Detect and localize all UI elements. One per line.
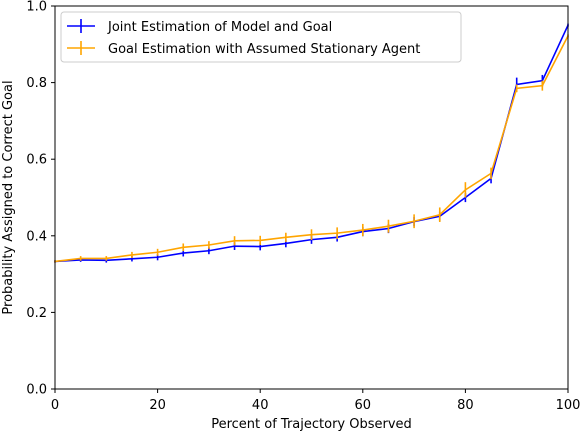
x-axis-label: Percent of Trajectory Observed	[211, 417, 412, 432]
x-tick-label: 20	[149, 398, 166, 413]
legend: Joint Estimation of Model and Goal Goal E…	[60, 11, 462, 63]
y-tick-label: 0.0	[26, 383, 47, 398]
x-tick-label: 0	[51, 398, 59, 413]
y-tick-label: 0.6	[26, 153, 47, 168]
x-tick-label: 40	[252, 398, 269, 413]
plot-marks	[54, 23, 569, 263]
y-axis-label: Probability Assigned to Correct Goal	[1, 80, 16, 314]
y-tick-label: 0.8	[26, 76, 47, 91]
x-tick-label: 60	[355, 398, 372, 413]
legend-box	[60, 11, 462, 63]
y-tick-label: 1.0	[26, 0, 47, 15]
y-tick-label: 0.4	[26, 229, 47, 244]
legend-label: Goal Estimation with Assumed Stationary …	[108, 42, 420, 57]
y-tick-label: 0.2	[26, 306, 47, 321]
x-tick-label: 80	[457, 398, 474, 413]
plot-frame	[54, 5, 569, 390]
series-line	[54, 35, 569, 263]
x-tick-label: 100	[556, 398, 580, 413]
legend-label: Joint Estimation of Model and Goal	[107, 20, 332, 35]
series-1	[54, 34, 569, 263]
axis-ticks: 0 20 40 60 80 100 0.0 0.2 0.4 0.6 0.8 1.0	[26, 0, 580, 413]
